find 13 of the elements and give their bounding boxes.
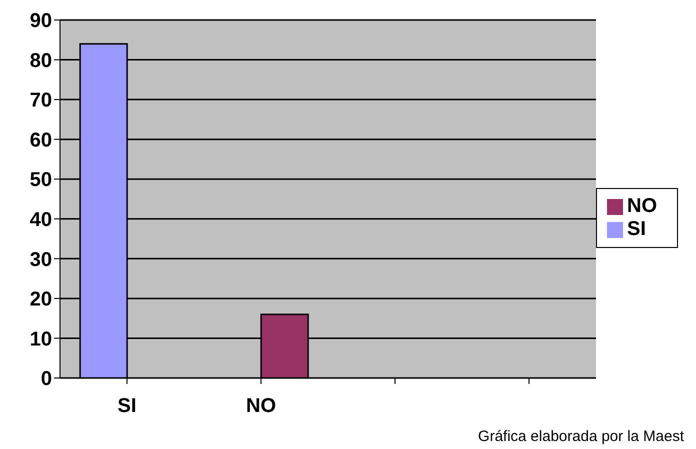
y-tick-label: 50 xyxy=(30,169,52,192)
legend-label: SI xyxy=(627,218,646,240)
y-tick-label: 10 xyxy=(30,328,52,350)
y-tick-label: 70 xyxy=(30,90,52,112)
y-tick-label: 0 xyxy=(40,368,52,390)
y-tick-label: 60 xyxy=(30,129,52,152)
legend-label: NO xyxy=(627,195,657,217)
y-tick-label: 20 xyxy=(30,288,52,311)
y-tick-label: 40 xyxy=(30,208,52,231)
y-tick-label: 90 xyxy=(30,10,52,32)
y-tick-label: 30 xyxy=(30,248,52,271)
y-tick-label: 80 xyxy=(30,50,52,72)
text: Gráfica elaborada por la Maest xyxy=(478,428,684,445)
